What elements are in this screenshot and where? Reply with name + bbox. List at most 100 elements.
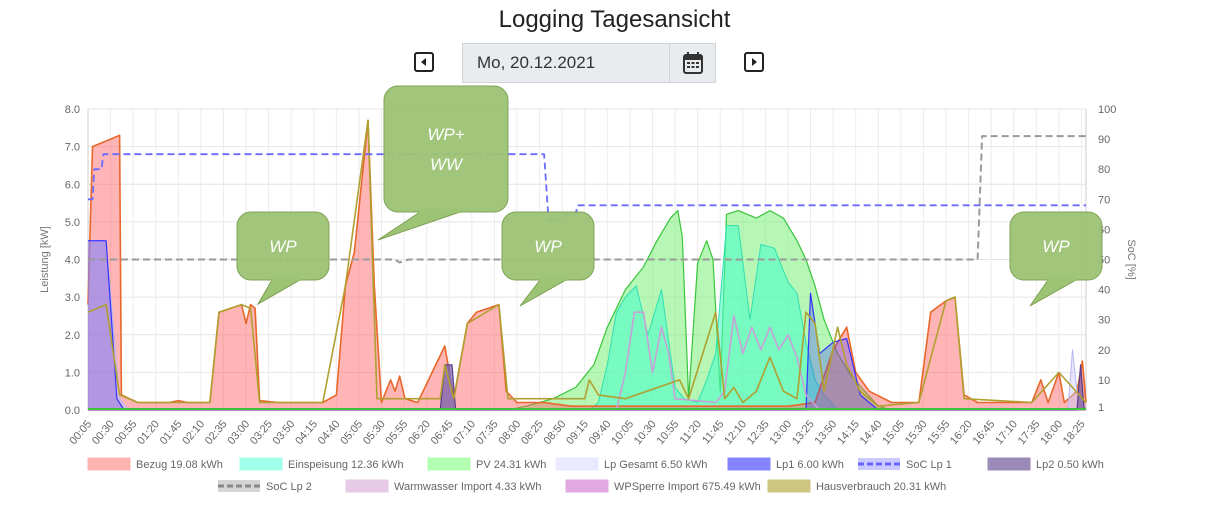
annotation-text: WP+ xyxy=(427,125,464,144)
x-tick-label: 03:25 xyxy=(248,418,275,447)
annotation-bubble: WP xyxy=(501,211,595,307)
legend-swatch xyxy=(87,457,131,471)
x-tick-label: 01:45 xyxy=(158,418,185,447)
x-tick-label: 04:40 xyxy=(316,418,343,447)
y-tick-label-left: 7.0 xyxy=(65,142,80,154)
annotation-tail xyxy=(1029,279,1078,307)
legend-swatch xyxy=(858,458,900,470)
x-tick-label: 16:45 xyxy=(971,418,998,447)
calendar-button[interactable] xyxy=(669,44,716,82)
legend-label: Lp2 0.50 kWh xyxy=(1036,459,1104,471)
x-tick-label: 04:15 xyxy=(293,418,320,447)
legend-item: WPSperre Import 675.49 kWh xyxy=(565,479,761,493)
y-axis-label-right: SoC [%] xyxy=(1125,239,1137,279)
x-tick-label: 02:35 xyxy=(203,418,230,447)
calendar-icon xyxy=(683,52,703,74)
annotation-text: WP xyxy=(534,237,562,256)
x-tick-label: 11:45 xyxy=(700,418,726,446)
legend-item: SoC Lp 1 xyxy=(858,458,952,471)
annotation-text: WP xyxy=(269,237,297,256)
previous-day-button[interactable] xyxy=(414,52,434,72)
x-tick-label: 16:20 xyxy=(948,418,975,447)
legend-swatch xyxy=(345,479,389,493)
series-line-lp1 xyxy=(88,240,1077,411)
date-picker[interactable] xyxy=(462,43,716,83)
y-tick-label-left: 0.0 xyxy=(65,405,80,417)
y-tick-label-right: 40 xyxy=(1098,285,1110,297)
legend-label: WPSperre Import 675.49 kWh xyxy=(614,481,761,493)
legend-label: PV 24.31 kWh xyxy=(476,459,546,471)
legend-swatch xyxy=(987,457,1031,471)
x-tick-label: 06:20 xyxy=(406,418,433,447)
y-tick-label-right: 1 xyxy=(1098,402,1104,414)
legend-label: SoC Lp 1 xyxy=(906,459,952,471)
y-tick-label-right: 80 xyxy=(1098,164,1110,176)
legend-swatch xyxy=(565,479,609,493)
annotation-text: WP xyxy=(1042,237,1070,256)
x-tick-label: 17:35 xyxy=(1016,418,1043,447)
x-tick-label: 03:00 xyxy=(225,418,252,447)
x-tick-label: 09:15 xyxy=(564,418,591,447)
x-tick-label: 00:05 xyxy=(67,418,94,447)
x-tick-label: 08:25 xyxy=(519,418,546,447)
next-day-button[interactable] xyxy=(744,52,764,72)
x-tick-label: 13:25 xyxy=(790,418,817,447)
legend-swatch xyxy=(218,480,260,492)
legend-label: Lp Gesamt 6.50 kWh xyxy=(604,459,707,471)
series-area-bezug xyxy=(88,120,1086,411)
y-tick-label-right: 90 xyxy=(1098,134,1110,146)
annotation-tail xyxy=(377,211,461,241)
date-input[interactable] xyxy=(463,44,669,82)
y-tick-label-left: 8.0 xyxy=(65,104,80,116)
x-tick-label: 18:25 xyxy=(1061,418,1088,447)
x-tick-label: 05:30 xyxy=(361,418,388,447)
legend-label: Hausverbrauch 20.31 kWh xyxy=(816,481,946,493)
x-tick-label: 13:00 xyxy=(767,418,794,447)
x-tick-label: 00:55 xyxy=(113,418,140,447)
x-tick-label: 05:55 xyxy=(384,418,411,447)
x-tick-label: 07:10 xyxy=(451,418,478,447)
legend-item: SoC Lp 2 xyxy=(218,480,312,493)
annotation-box xyxy=(501,211,595,281)
y-tick-label-left: 3.0 xyxy=(65,292,80,304)
x-tick-label: 18:00 xyxy=(1038,418,1065,447)
legend-item: Einspeisung 12.36 kWh xyxy=(239,457,404,471)
legend-label: Lp1 6.00 kWh xyxy=(776,459,844,471)
series-area-pv xyxy=(88,210,1086,410)
legend-label: SoC Lp 2 xyxy=(266,481,312,493)
x-tick-label: 11:20 xyxy=(678,418,704,446)
annotation-text: WW xyxy=(430,155,464,174)
x-tick-label: 08:00 xyxy=(496,418,523,447)
page-title: Logging Tagesansicht xyxy=(498,6,731,33)
legend-item: Warmwasser Import 4.33 kWh xyxy=(345,479,542,493)
x-tick-label: 14:40 xyxy=(858,418,885,447)
y-tick-label-right: 30 xyxy=(1098,315,1110,327)
legend-item: Lp1 6.00 kWh xyxy=(727,457,844,471)
y-axis-label-left: Leistung [kW] xyxy=(39,226,51,293)
x-tick-label: 15:55 xyxy=(925,418,952,447)
y-tick-label-right: 10 xyxy=(1098,375,1110,387)
x-tick-label: 12:35 xyxy=(745,418,772,447)
annotation-bubble: WP xyxy=(236,211,330,306)
series-area-lp2 xyxy=(88,364,1085,410)
series-area-lp1 xyxy=(88,240,1077,410)
y-tick-label-right: 60 xyxy=(1098,224,1110,236)
legend-swatch xyxy=(727,457,771,471)
legend-item: Lp2 0.50 kWh xyxy=(987,457,1104,471)
series-area-lp xyxy=(88,240,1086,410)
annotation-tail xyxy=(256,279,302,306)
x-tick-label: 15:30 xyxy=(903,418,930,447)
annotation-tail-join xyxy=(1047,277,1077,281)
y-tick-label-left: 2.0 xyxy=(65,330,80,342)
series-line-lp2 xyxy=(88,364,1085,411)
y-tick-label-left: 6.0 xyxy=(65,179,80,191)
caret-right-icon xyxy=(752,58,757,66)
annotation-tail-join xyxy=(419,209,461,213)
x-tick-label: 00:30 xyxy=(90,418,117,447)
legend-label: Einspeisung 12.36 kWh xyxy=(288,459,404,471)
legend-item: Lp Gesamt 6.50 kWh xyxy=(555,457,707,471)
x-tick-label: 13:50 xyxy=(813,418,840,447)
y-tick-label-right: 100 xyxy=(1098,104,1116,116)
y-tick-label-right: 70 xyxy=(1098,194,1110,206)
series-line-lp xyxy=(88,240,1087,411)
